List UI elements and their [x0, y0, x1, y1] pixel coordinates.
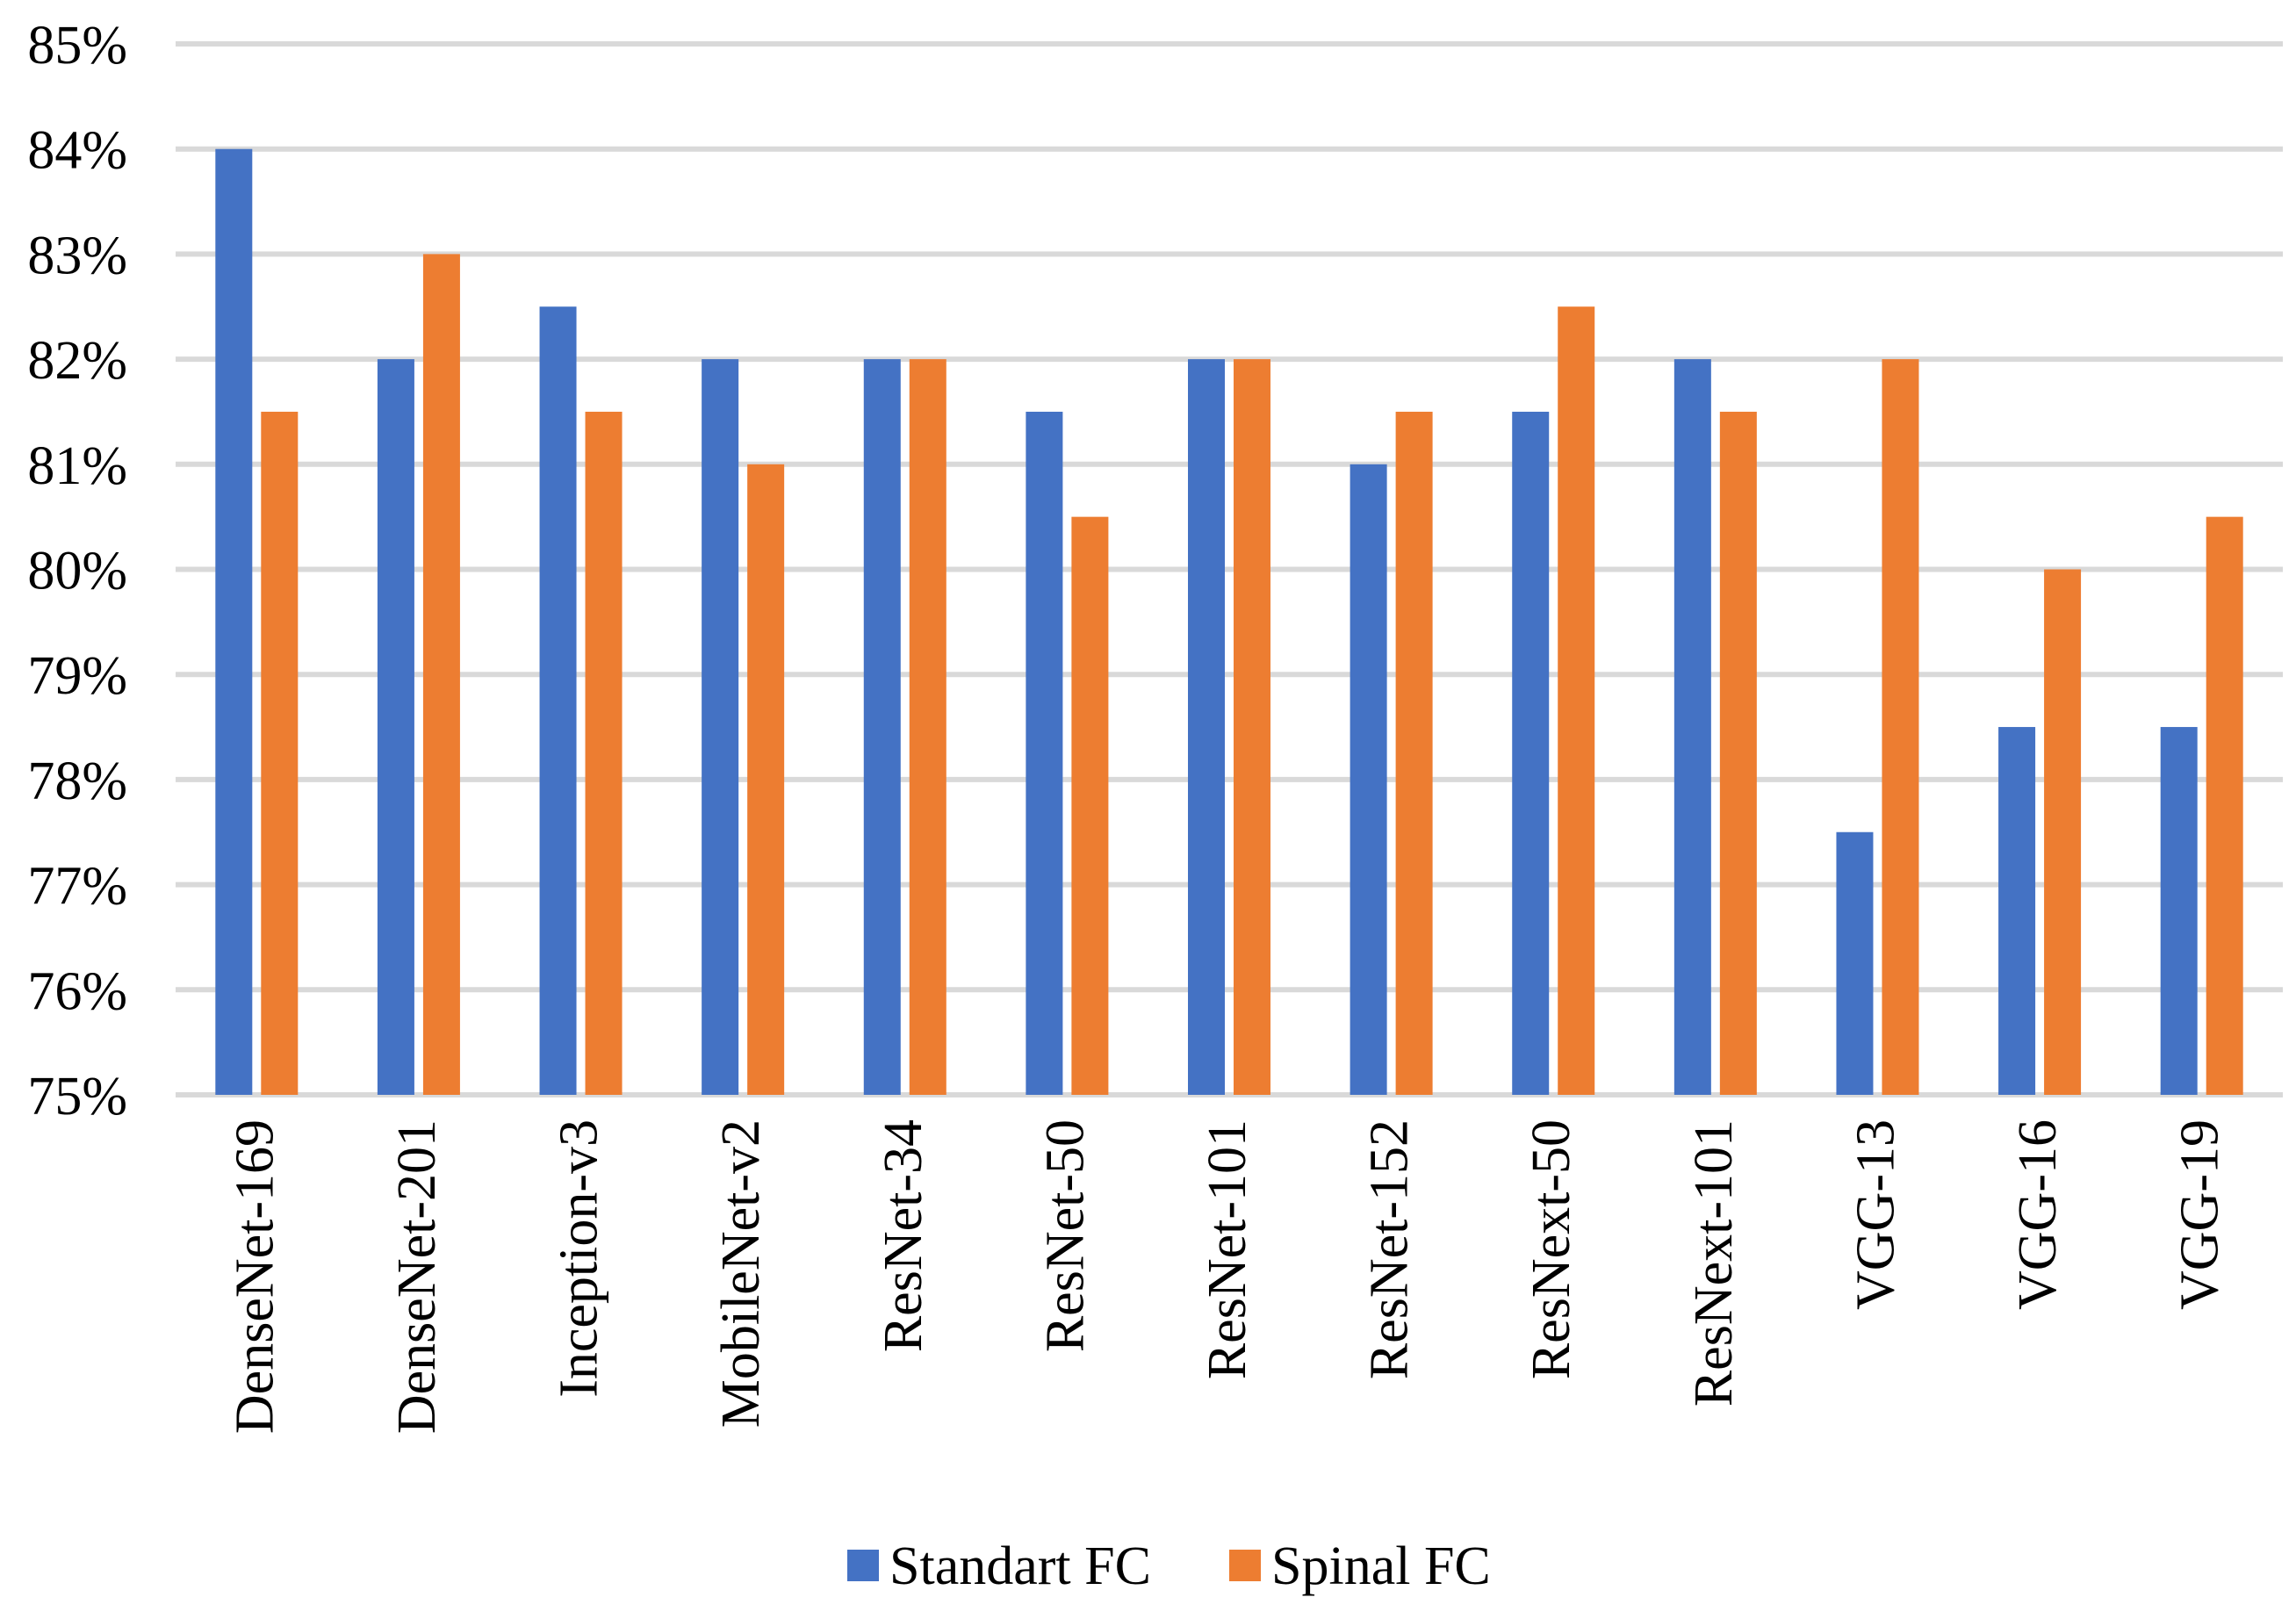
bar-standart-fc: [2160, 727, 2198, 1095]
bar-standart-fc: [1026, 411, 1063, 1095]
x-category-label: ResNet-34: [874, 1119, 933, 1352]
x-category-label: MobileNet-v2: [711, 1119, 771, 1428]
legend-label-standart-fc: Standart FC: [889, 1536, 1151, 1596]
bar-spinal-fc: [422, 254, 460, 1095]
bar-spinal-fc: [1071, 516, 1109, 1095]
bar-standart-fc: [215, 148, 253, 1096]
legend-swatch-spinal-fc: [1229, 1550, 1261, 1581]
legend-swatch-standart-fc: [847, 1550, 879, 1581]
x-category-label: ResNet-152: [1360, 1119, 1420, 1379]
bar-standart-fc: [539, 306, 577, 1095]
y-tick-label: 81%: [27, 436, 127, 496]
y-tick-label: 76%: [27, 961, 127, 1021]
bar-standart-fc: [1512, 411, 1550, 1095]
bar-standart-fc: [863, 359, 901, 1096]
bar-spinal-fc: [2044, 569, 2082, 1095]
bar-spinal-fc: [1719, 411, 1757, 1095]
x-category-label: DenseNet-169: [225, 1119, 284, 1434]
bar-spinal-fc: [1558, 306, 1595, 1095]
y-tick-label: 78%: [27, 752, 127, 811]
bar-spinal-fc: [585, 411, 623, 1095]
bar-standart-fc: [1673, 359, 1711, 1096]
x-category-label: DenseNet-201: [387, 1119, 447, 1434]
bar-standart-fc: [702, 359, 739, 1096]
bar-standart-fc: [1836, 831, 1874, 1095]
bar-spinal-fc: [1395, 411, 1433, 1095]
y-tick-label: 85%: [27, 16, 127, 76]
y-tick-label: 80%: [27, 542, 127, 601]
bar-spinal-fc: [1882, 359, 1919, 1096]
gridlines: [176, 41, 2283, 1097]
y-tick-label: 82%: [27, 331, 127, 391]
y-tick-label: 83%: [27, 226, 127, 285]
x-category-label: Inception-v3: [550, 1119, 609, 1398]
bar-standart-fc: [1350, 464, 1387, 1095]
legend-label-spinal-fc: Spinal FC: [1271, 1536, 1491, 1596]
bar-standart-fc: [1188, 359, 1225, 1096]
x-category-label: ResNext-50: [1522, 1119, 1581, 1379]
legend: Standart FC Spinal FC: [847, 1536, 1491, 1596]
bar-standart-fc: [1998, 727, 2036, 1095]
x-category-label: ResNet-50: [1035, 1119, 1095, 1352]
x-category-label: VGG-16: [2008, 1119, 2068, 1310]
bar-spinal-fc: [747, 464, 785, 1095]
bar-spinal-fc: [1234, 359, 1270, 1096]
bars: [215, 148, 2243, 1096]
x-category-label: ResNet-101: [1198, 1119, 1257, 1379]
bar-spinal-fc: [909, 359, 946, 1096]
y-tick-label: 79%: [27, 646, 127, 706]
x-category-label: VGG-19: [2170, 1119, 2230, 1310]
x-category-label: ResNext-101: [1684, 1119, 1744, 1407]
bar-spinal-fc: [2206, 516, 2243, 1095]
x-axis-labels: DenseNet-169 DenseNet-201 Inception-v3 Mobi…: [225, 1119, 2229, 1434]
y-tick-label: 77%: [27, 857, 127, 917]
x-category-label: VGG-13: [1846, 1119, 1905, 1310]
bar-standart-fc: [377, 359, 414, 1096]
bar-spinal-fc: [261, 411, 299, 1095]
y-tick-label: 84%: [27, 121, 127, 181]
y-axis-ticks: 75% 76% 77% 78% 79% 80% 81% 82% 83% 84% 85%: [27, 16, 127, 1126]
y-tick-label: 75%: [27, 1067, 127, 1126]
